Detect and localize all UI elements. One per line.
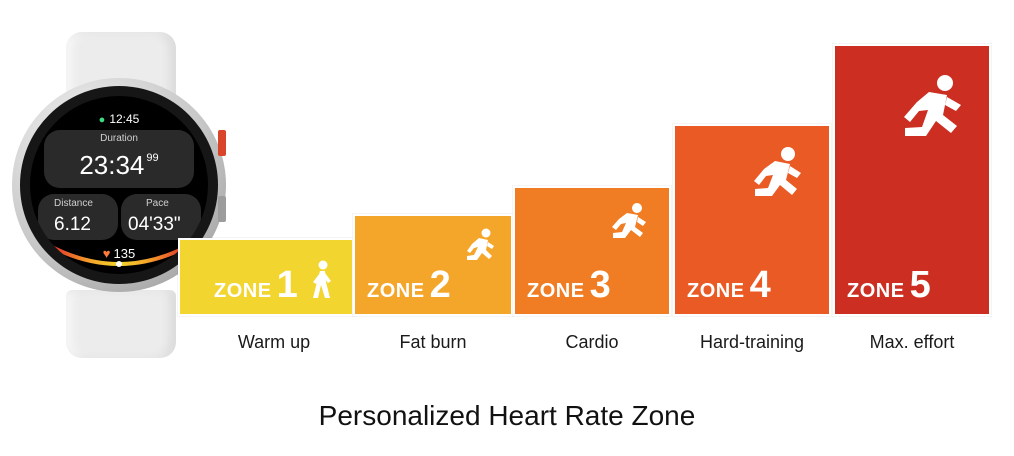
zone-1-word: ZONE: [214, 280, 272, 302]
zone-3-number: 3: [589, 264, 611, 306]
zone-4-word: ZONE: [687, 280, 745, 302]
distance-panel: [38, 194, 118, 240]
heart-rate-value: 135: [113, 246, 136, 261]
sprinting-person-icon: [895, 74, 965, 154]
zone-5-word: ZONE: [847, 280, 905, 302]
heart-icon: ♥: [102, 246, 111, 261]
heart-rate-arc: [48, 244, 190, 267]
zone-4-number: 4: [749, 264, 771, 306]
zone-1-caption: Warm up: [237, 332, 311, 352]
zone-2-bar: ZONE 2: [352, 213, 514, 317]
watch-crown-top: [218, 130, 226, 156]
zone-3-caption: Cardio: [565, 332, 619, 352]
zone-2-word: ZONE: [367, 280, 425, 302]
duration-value: 23:34 99: [30, 150, 208, 181]
zone-3-bar: ZONE 3: [512, 185, 672, 317]
zone-4-caption: Hard-training: [699, 332, 805, 352]
duration-hundredths: 99: [146, 152, 159, 164]
watch-time: ● 12:45: [30, 112, 208, 126]
running-person-icon: [745, 146, 805, 208]
zone-5-caption: Max. effort: [869, 332, 955, 352]
zone-3-label: ZONE 3: [527, 266, 611, 304]
duration-main: 23:34: [79, 150, 145, 180]
zone-1-bar: ZONE 1: [177, 237, 355, 317]
watch-time-value: 12:45: [109, 112, 140, 126]
zone-3-word: ZONE: [527, 280, 585, 302]
pace-panel: [121, 194, 201, 240]
running-person-icon: [605, 202, 649, 246]
walking-person-icon: [308, 260, 334, 300]
zone-4-bar: ZONE 4: [672, 123, 832, 317]
page-title: Personalized Heart Rate Zone: [318, 400, 696, 431]
watch-crown-bottom: [218, 196, 226, 222]
zone-5-number: 5: [909, 264, 931, 306]
pace-value: 04'33": [128, 214, 181, 235]
jogging-person-icon: [461, 228, 497, 268]
zone-1-label: ZONE 1: [214, 266, 298, 304]
duration-panel: [44, 130, 194, 188]
zone-2-number: 2: [429, 264, 451, 306]
distance-label: Distance: [54, 198, 93, 209]
heart-rate: ♥ 135: [30, 246, 208, 261]
zone-2-caption: Fat burn: [399, 332, 467, 352]
location-pin-icon: ●: [98, 114, 106, 126]
zone-5-bar: ZONE 5: [832, 43, 992, 317]
watch-screen: ● 12:45 Duration 23:34 99 Distance 6.12 Pa…: [30, 96, 208, 274]
zone-5-label: ZONE 5: [847, 266, 931, 304]
distance-value: 6.12: [54, 214, 91, 235]
pace-label: Pace: [146, 198, 169, 209]
zone-2-label: ZONE 2: [367, 266, 451, 304]
zone-4-label: ZONE 4: [687, 266, 771, 304]
watch-strap-bottom: [66, 290, 176, 358]
zone-1-number: 1: [276, 264, 298, 306]
duration-label: Duration: [100, 133, 138, 144]
